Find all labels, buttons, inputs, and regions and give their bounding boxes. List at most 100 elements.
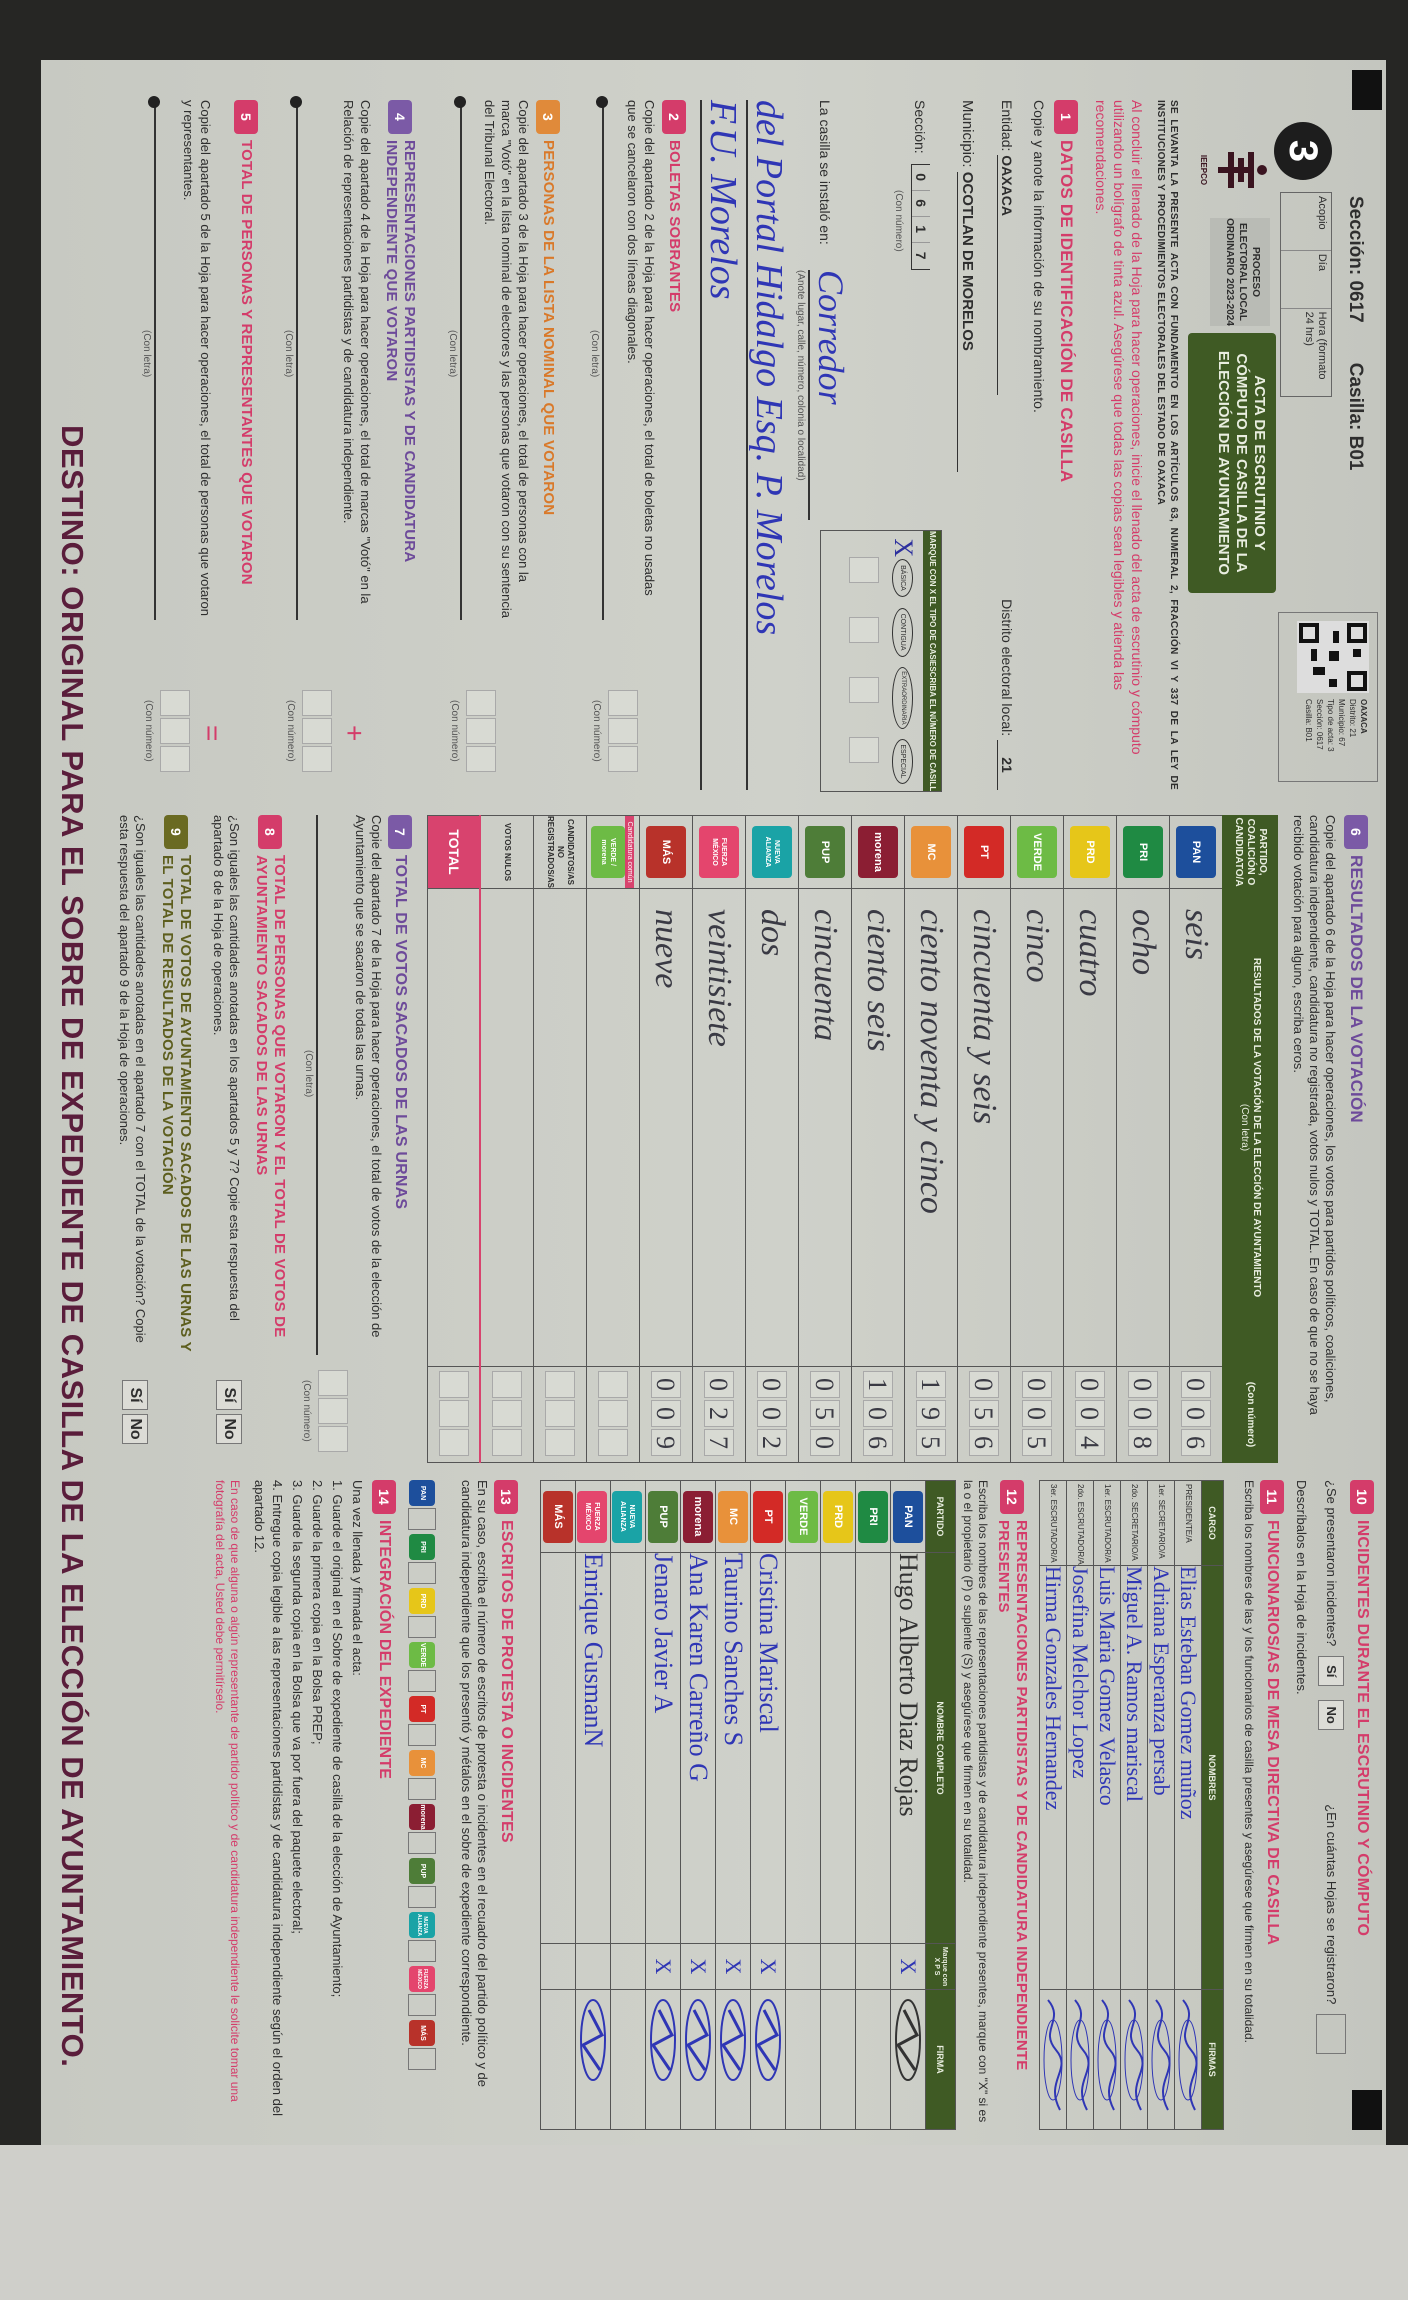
representante-name[interactable]: Enrique GusmanN <box>579 1553 608 1748</box>
number-box[interactable] <box>160 718 190 744</box>
representante-name[interactable]: Jenaro Javier A <box>649 1553 678 1714</box>
escritos-count-box[interactable] <box>408 1670 436 1692</box>
escritos-count-box[interactable] <box>408 1508 436 1530</box>
escritos-count-box[interactable] <box>408 1994 436 2016</box>
votes-in-words[interactable]: cincuenta <box>807 909 844 1042</box>
number-box[interactable] <box>466 690 496 716</box>
number-box[interactable] <box>160 690 190 716</box>
escritos-count-box[interactable] <box>408 1886 436 1908</box>
vote-digit[interactable]: 5 <box>1022 1429 1052 1456</box>
vote-digit[interactable] <box>438 1371 469 1398</box>
vote-digit[interactable]: 7 <box>704 1429 734 1456</box>
escritos-count-box[interactable] <box>408 1562 436 1584</box>
vote-digit[interactable] <box>545 1429 575 1456</box>
casilla-number-box[interactable] <box>849 737 879 763</box>
vote-digit[interactable]: 0 <box>1128 1371 1158 1398</box>
vote-digit[interactable]: 0 <box>1022 1400 1052 1427</box>
vote-digit[interactable]: 6 <box>1181 1429 1211 1456</box>
votes-in-words[interactable]: cuatro <box>1072 909 1109 997</box>
no-box[interactable]: No <box>1318 1700 1344 1731</box>
escritos-count-box[interactable] <box>408 2048 436 2070</box>
representante-name[interactable]: Hugo Alberto Diaz Rojas <box>894 1553 923 1817</box>
escritos-count-box[interactable] <box>408 1778 436 1800</box>
section-7-letra-line[interactable] <box>316 815 318 1355</box>
vote-digit[interactable]: 0 <box>757 1400 787 1427</box>
representante-name[interactable]: Cristina Mariscal <box>754 1553 783 1733</box>
vote-digit[interactable]: 2 <box>704 1400 734 1427</box>
number-box[interactable] <box>302 718 332 744</box>
vote-digit[interactable]: 0 <box>704 1371 734 1398</box>
vote-digit[interactable] <box>492 1429 523 1456</box>
casilla-number-box[interactable] <box>849 677 879 703</box>
vote-digit[interactable]: 0 <box>863 1400 893 1427</box>
vote-digit[interactable]: 0 <box>1181 1371 1211 1398</box>
vote-digit[interactable]: 9 <box>916 1400 946 1427</box>
representante-name[interactable]: Ana Karen Carreño G <box>684 1553 713 1782</box>
number-box[interactable] <box>302 746 332 772</box>
escritos-count-box[interactable] <box>408 1724 436 1746</box>
vote-digit[interactable]: 0 <box>651 1371 681 1398</box>
vote-digit[interactable]: 9 <box>651 1429 681 1456</box>
si-box[interactable]: Sí <box>122 1380 148 1410</box>
votes-in-words[interactable]: seis <box>1178 909 1215 961</box>
propietario-mark[interactable]: X <box>721 1958 746 1975</box>
votes-in-words[interactable]: dos <box>754 909 791 957</box>
number-box[interactable] <box>318 1370 348 1396</box>
number-box[interactable] <box>318 1426 348 1452</box>
funcionario-name[interactable]: Luis Maria Gomez Velasco <box>1095 1566 1120 1806</box>
funcionario-name[interactable]: Hirma Gonzales Hernandez <box>1041 1566 1066 1811</box>
vote-digit[interactable] <box>438 1400 469 1427</box>
vote-digit[interactable]: 4 <box>1075 1429 1105 1456</box>
vote-digit[interactable]: 0 <box>651 1400 681 1427</box>
funcionario-name[interactable]: Elias Esteban Gomez muñoz <box>1176 1566 1201 1820</box>
escritos-count-box[interactable] <box>408 1616 436 1638</box>
sec5-letra-line[interactable] <box>154 100 156 620</box>
number-box[interactable] <box>466 718 496 744</box>
propietario-mark[interactable]: X <box>756 1958 781 1975</box>
vote-digit[interactable]: 1 <box>916 1371 946 1398</box>
votes-in-words[interactable]: nueve <box>648 909 685 989</box>
funcionario-name[interactable]: Miguel A. Ramos mariscal <box>1122 1566 1147 1802</box>
propietario-mark[interactable]: X <box>686 1958 711 1975</box>
funcionario-name[interactable]: Josefina Melchor Lopez <box>1068 1566 1093 1779</box>
vote-digit[interactable]: 0 <box>1022 1371 1052 1398</box>
vote-digit[interactable]: 0 <box>1075 1371 1105 1398</box>
number-box[interactable] <box>608 718 638 744</box>
si-box[interactable]: Sí <box>1318 1656 1344 1687</box>
casilla-number-box[interactable] <box>849 557 879 583</box>
vote-digit[interactable] <box>598 1400 628 1427</box>
vote-digit[interactable]: 0 <box>1075 1400 1105 1427</box>
representante-name[interactable]: Taurino Sanches S <box>719 1553 748 1747</box>
vote-digit[interactable]: 0 <box>969 1371 999 1398</box>
funcionario-name[interactable]: Adriana Esperanza persab <box>1149 1566 1174 1796</box>
tipo-option-contigua[interactable]: CONTIGUA <box>892 607 914 657</box>
vote-digit[interactable]: 0 <box>1181 1400 1211 1427</box>
vote-digit[interactable]: 2 <box>757 1429 787 1456</box>
vote-digit[interactable]: 0 <box>757 1371 787 1398</box>
propietario-mark[interactable]: X <box>651 1958 676 1975</box>
hojas-count-box[interactable] <box>1316 2014 1346 2055</box>
votes-in-words[interactable]: ciento seis <box>860 909 897 1052</box>
vote-digit[interactable] <box>492 1371 523 1398</box>
vote-digit[interactable]: 6 <box>969 1429 999 1456</box>
number-box[interactable] <box>608 746 638 772</box>
vote-digit[interactable]: 8 <box>1128 1429 1158 1456</box>
votes-in-words[interactable]: ciento noventa y cinco <box>913 909 950 1214</box>
number-box[interactable] <box>302 690 332 716</box>
number-box[interactable] <box>466 746 496 772</box>
escritos-count-box[interactable] <box>408 1940 436 1962</box>
vote-digit[interactable]: 5 <box>810 1400 840 1427</box>
vote-digit[interactable]: 5 <box>916 1429 946 1456</box>
number-box[interactable] <box>318 1398 348 1424</box>
no-box[interactable]: No <box>122 1414 148 1444</box>
tipo-option-extraordinaria[interactable]: EXTRAORDINARIA <box>892 667 914 729</box>
sec3-letra-line[interactable] <box>460 100 462 620</box>
votes-in-words[interactable]: ocho <box>1125 909 1162 976</box>
vote-digit[interactable]: 5 <box>969 1400 999 1427</box>
vote-digit[interactable] <box>545 1400 575 1427</box>
vote-digit[interactable] <box>438 1429 469 1456</box>
escritos-count-box[interactable] <box>408 1832 436 1854</box>
vote-digit[interactable] <box>545 1371 575 1398</box>
no-box[interactable]: No <box>216 1414 242 1444</box>
votes-in-words[interactable]: veintisiete <box>701 909 738 1047</box>
